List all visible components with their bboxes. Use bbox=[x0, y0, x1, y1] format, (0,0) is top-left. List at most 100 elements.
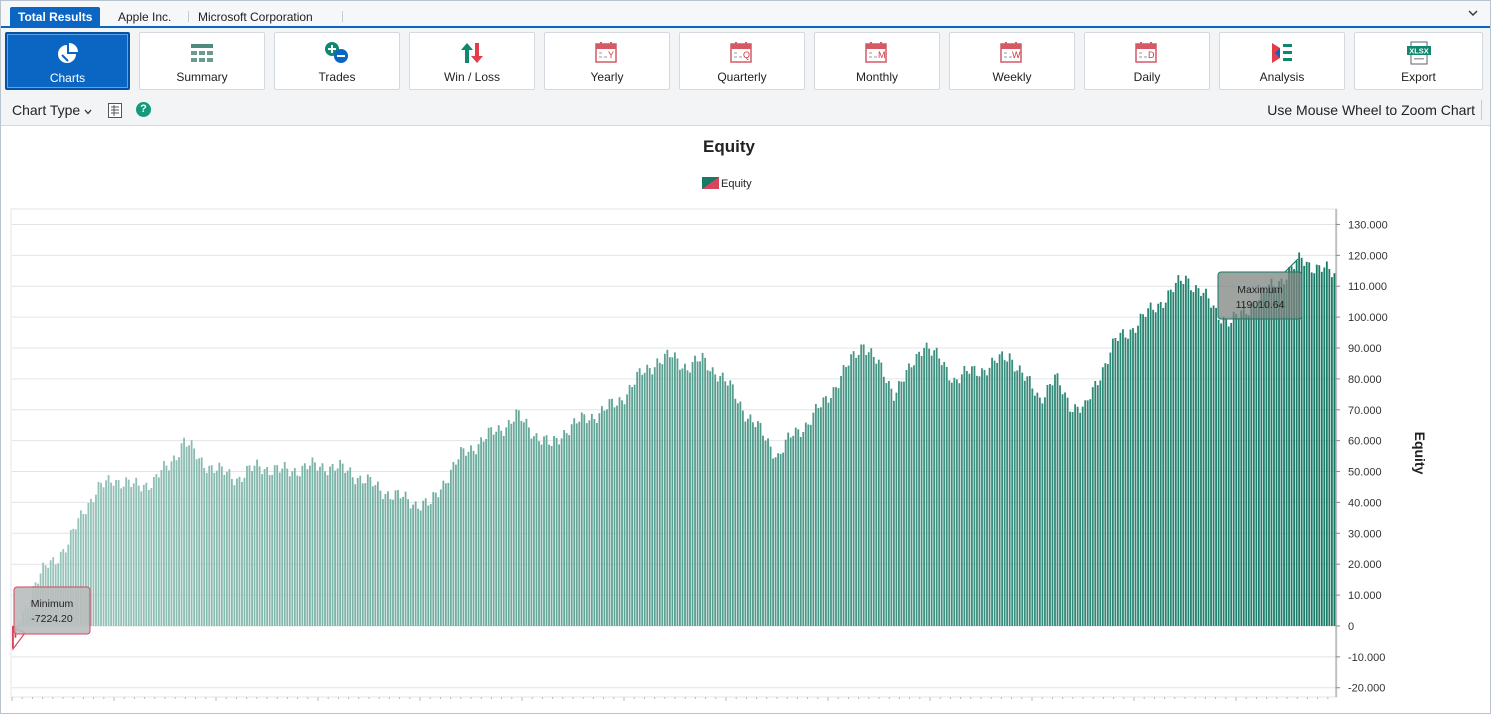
equity-bar bbox=[125, 477, 128, 626]
equity-bar bbox=[759, 422, 762, 626]
minimum-annotation: Minimum -7224.20 bbox=[12, 586, 91, 651]
equity-bar bbox=[314, 462, 316, 626]
chart-type-dropdown[interactable]: Chart Type bbox=[12, 102, 92, 118]
quarterly-button[interactable]: Q Quarterly bbox=[679, 32, 805, 90]
charts-button[interactable]: Charts bbox=[5, 32, 130, 90]
analysis-button[interactable]: Analysis bbox=[1219, 32, 1345, 90]
equity-bar bbox=[689, 372, 691, 626]
y-tick-label: 10.000 bbox=[1348, 590, 1382, 602]
plus-minus-icon bbox=[275, 41, 399, 65]
equity-bar bbox=[1288, 267, 1290, 626]
equity-bar bbox=[306, 469, 309, 626]
equity-bar bbox=[1081, 406, 1084, 626]
yearly-label: Yearly bbox=[590, 70, 624, 84]
win-loss-button[interactable]: Win / Loss bbox=[409, 32, 535, 90]
equity-bar bbox=[802, 432, 805, 626]
equity-bar bbox=[1051, 385, 1054, 626]
y-axis-label: Equity bbox=[1412, 432, 1428, 475]
equity-bar bbox=[892, 400, 895, 626]
equity-bar bbox=[611, 398, 613, 626]
equity-bar bbox=[925, 342, 928, 626]
equity-bar bbox=[213, 472, 216, 626]
tab-total-results[interactable]: Total Results bbox=[10, 7, 101, 28]
equity-bar bbox=[316, 470, 319, 626]
weekly-button[interactable]: W Weekly bbox=[949, 32, 1075, 90]
export-button[interactable]: XLSX Export bbox=[1354, 32, 1483, 90]
equity-bar bbox=[364, 483, 367, 626]
equity-bar bbox=[797, 429, 800, 626]
equity-bar bbox=[1255, 306, 1258, 626]
equity-bar bbox=[860, 344, 863, 626]
equity-bar bbox=[273, 465, 276, 626]
equity-bar bbox=[573, 418, 576, 626]
equity-bar bbox=[978, 376, 981, 626]
equity-bar bbox=[175, 460, 178, 626]
equity-bar bbox=[749, 414, 752, 626]
tab-microsoft[interactable]: Microsoft Corporation bbox=[198, 10, 313, 24]
equity-bar bbox=[427, 505, 430, 626]
equity-bar bbox=[943, 361, 946, 626]
equity-bar bbox=[432, 492, 435, 626]
summary-label: Summary bbox=[176, 70, 228, 84]
yearly-button[interactable]: Y Yearly bbox=[544, 32, 670, 90]
equity-bar bbox=[789, 437, 792, 626]
equity-bar bbox=[505, 427, 508, 626]
y-tick-label: 70.000 bbox=[1348, 405, 1382, 417]
y-tick-label: 130.000 bbox=[1348, 219, 1388, 231]
equity-bar bbox=[185, 446, 188, 626]
daily-button[interactable]: D Daily bbox=[1084, 32, 1210, 90]
equity-bar bbox=[1212, 305, 1215, 626]
equity-bar bbox=[1149, 302, 1152, 626]
tab-apple[interactable]: Apple Inc. bbox=[118, 10, 172, 24]
equity-bar bbox=[409, 508, 412, 626]
equity-bar bbox=[799, 436, 802, 626]
chevron-down-icon[interactable] bbox=[1468, 8, 1478, 20]
chart-subtoolbar: Chart Type ? Use Mouse Wheel to Zoom Cha… bbox=[1, 96, 1490, 126]
y-tick-label: 80.000 bbox=[1348, 374, 1382, 386]
monthly-button[interactable]: M Monthly bbox=[814, 32, 940, 90]
equity-bar bbox=[77, 518, 80, 626]
trades-button[interactable]: Trades bbox=[274, 32, 400, 90]
equity-bar bbox=[208, 465, 211, 626]
equity-bar bbox=[777, 453, 780, 626]
equity-bar bbox=[1154, 312, 1157, 626]
equity-bar bbox=[487, 427, 490, 626]
equity-bar bbox=[510, 423, 513, 626]
chart-panel[interactable]: Equity Equity 130.000 120.000 110.000 100.0… bbox=[1, 127, 1490, 713]
equity-bar bbox=[359, 475, 362, 626]
equity-bar bbox=[721, 372, 724, 626]
equity-bar bbox=[276, 465, 279, 626]
equity-bar bbox=[465, 455, 467, 626]
equity-bar bbox=[517, 410, 520, 626]
calendar-d-icon: D bbox=[1085, 41, 1209, 65]
equity-bar bbox=[1008, 353, 1011, 626]
equity-bar bbox=[674, 352, 676, 626]
equity-bar bbox=[1245, 314, 1248, 626]
equity-bar bbox=[631, 387, 634, 626]
equity-bar bbox=[490, 427, 493, 626]
equity-bar bbox=[1076, 406, 1079, 626]
data-table-icon[interactable] bbox=[108, 103, 122, 123]
equity-bar bbox=[389, 499, 392, 626]
equity-bar bbox=[346, 470, 349, 626]
equity-bar bbox=[1021, 372, 1024, 626]
equity-bar bbox=[872, 356, 875, 626]
equity-bar bbox=[1041, 403, 1044, 626]
equity-chart[interactable]: Equity Equity 130.000 120.000 110.000 100.0… bbox=[1, 127, 1490, 713]
equity-bar bbox=[648, 368, 651, 626]
equity-bar bbox=[991, 357, 993, 626]
equity-bar bbox=[422, 500, 425, 626]
equity-bar bbox=[188, 445, 191, 626]
equity-bar bbox=[563, 430, 566, 626]
help-icon[interactable]: ? bbox=[136, 102, 151, 117]
chart-legend[interactable]: Equity bbox=[702, 177, 752, 190]
equity-bar bbox=[1046, 384, 1049, 626]
equity-bar bbox=[1001, 351, 1004, 626]
equity-bar bbox=[565, 433, 568, 626]
equity-bar bbox=[1137, 325, 1139, 626]
summary-button[interactable]: Summary bbox=[139, 32, 265, 90]
equity-bar bbox=[163, 460, 165, 626]
equity-bar bbox=[734, 398, 737, 626]
equity-bar bbox=[948, 380, 951, 626]
equity-bar bbox=[228, 469, 231, 626]
